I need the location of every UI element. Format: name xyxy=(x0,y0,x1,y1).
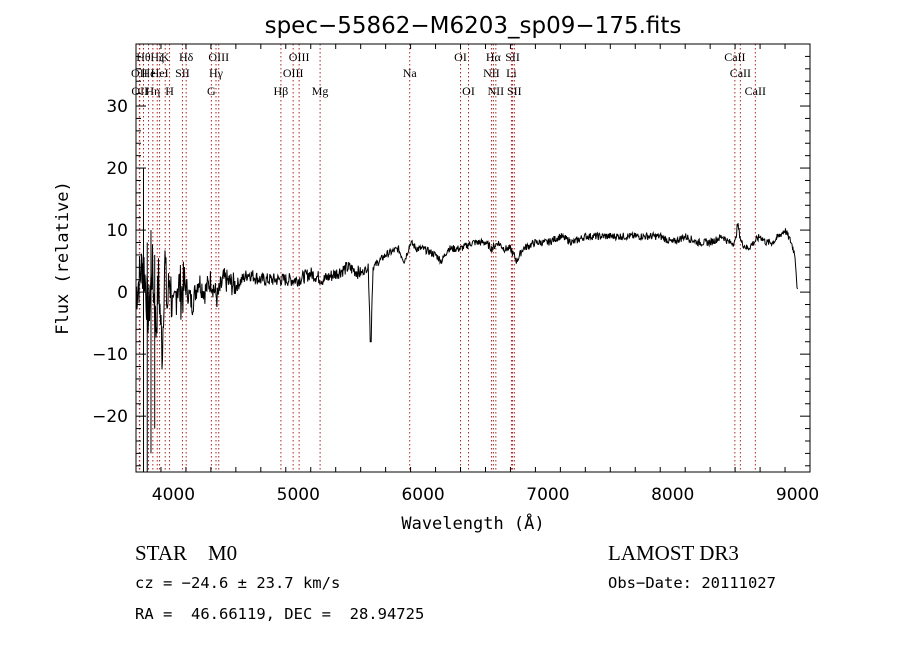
spectral-line-label-14: Hβ xyxy=(274,84,289,98)
y-axis-label: Flux (relative) xyxy=(53,181,73,335)
spectral-line-label-24: Li xyxy=(506,66,517,80)
spectral-line-label-8: H xyxy=(165,84,174,98)
spectral-line-label-23: NII xyxy=(488,84,505,98)
y-tick-label--10: −10 xyxy=(92,345,128,365)
x-tick-label-7000: 7000 xyxy=(526,485,569,505)
spectral-line-labels: OIIOIIHθHeHηHζHeIKHSIIHδGHγOIIIHβOIIIOII… xyxy=(131,50,766,98)
spectral-line-label-12: Hγ xyxy=(209,66,224,80)
x-tick-label-8000: 8000 xyxy=(651,485,694,505)
y-tick-label--20: −20 xyxy=(92,407,128,427)
y-tick-label-10: 10 xyxy=(106,221,128,241)
spectrum-edge-noise xyxy=(142,168,156,472)
spectral-line-label-6: HeI xyxy=(151,66,169,80)
spectral-line-label-27: CaII xyxy=(724,50,745,64)
spectral-line-label-13: OIII xyxy=(208,50,229,64)
spectral-line-label-25: SII xyxy=(505,50,520,64)
plot-frame xyxy=(135,43,811,473)
spectral-line-label-10: Hδ xyxy=(179,50,194,64)
x-axis-ticks: 4000 5000 6000 7000 8000 9000 xyxy=(135,44,819,505)
spectral-line-label-16: OIII xyxy=(289,50,310,64)
spectral-line-label-11: G xyxy=(207,84,216,98)
obs-date: Obs−Date: 20111027 xyxy=(608,574,776,592)
spectral-line-label-4: Hη xyxy=(145,84,160,98)
x-tick-label-4000: 4000 xyxy=(152,485,195,505)
spectral-line-label-19: OI xyxy=(454,50,467,64)
survey-name: LAMOST DR3 xyxy=(608,541,739,565)
spectral-line-label-28: CaII xyxy=(730,66,751,80)
spectral-line-label-26: SII xyxy=(507,84,522,98)
y-tick-label-0: 0 xyxy=(117,283,128,303)
spectral-line-label-21: NII xyxy=(483,66,500,80)
spectral-line-label-2: Hθ xyxy=(136,50,151,64)
spectral-line-label-3: He xyxy=(141,66,155,80)
x-tick-label-6000: 6000 xyxy=(401,485,444,505)
x-axis-label: Wavelength (Å) xyxy=(401,512,544,534)
redshift-cz: cz = −24.6 ± 23.7 km/s xyxy=(135,574,340,592)
spectral-line-label-9: SII xyxy=(175,66,190,80)
spectral-line-label-18: Na xyxy=(403,66,418,80)
spectral-line-label-7: K xyxy=(161,50,170,64)
object-class: STAR M0 xyxy=(135,541,237,565)
spectral-line-label-0: OII xyxy=(131,66,148,80)
spectral-line-label-20: OI xyxy=(462,84,475,98)
x-tick-label-9000: 9000 xyxy=(776,485,819,505)
spectral-line-label-5: Hζ xyxy=(150,50,164,64)
spectral-line-label-22: Hα xyxy=(486,50,502,64)
chart-title: spec−55862−M6203_sp09−175.fits xyxy=(265,13,682,39)
spectral-line-markers xyxy=(138,44,756,472)
spectral-line-label-17: Mg xyxy=(312,84,329,98)
spectral-line-label-15: OIII xyxy=(283,66,304,80)
spectral-line-label-29: CaII xyxy=(745,84,766,98)
x-tick-label-5000: 5000 xyxy=(277,485,320,505)
y-tick-label-20: 20 xyxy=(106,159,128,179)
y-axis-ticks: −20 −10 0 10 20 30 xyxy=(92,43,810,467)
y-tick-label-30: 30 xyxy=(106,97,128,117)
ra-dec: RA = 46.66119, DEC = 28.94725 xyxy=(135,605,424,623)
spectrum-series-line xyxy=(135,223,798,370)
